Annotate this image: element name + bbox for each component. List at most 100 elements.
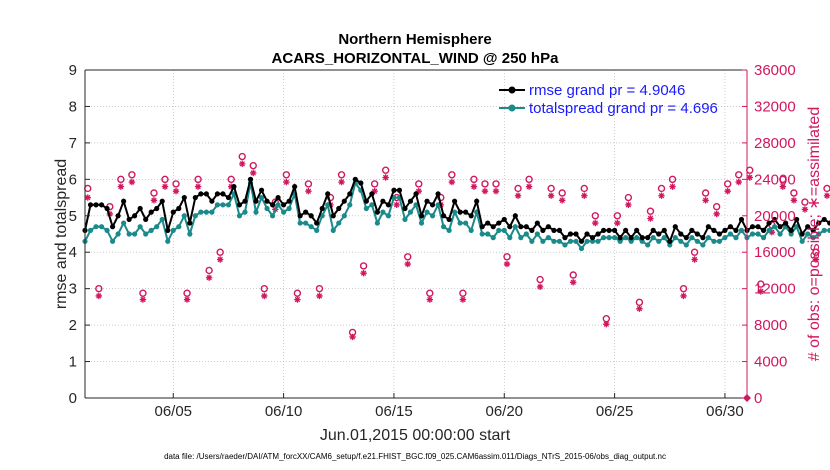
totalspread-point: [490, 235, 496, 241]
totalspread-point: [694, 238, 700, 244]
rmse-point: [589, 235, 596, 241]
rmse-point: [314, 220, 320, 226]
obs-assimilated-point: [448, 178, 456, 186]
totalspread-point: [275, 202, 281, 208]
obs-assimilated-point: [239, 160, 246, 168]
totalspread-point: [650, 235, 656, 241]
rmse-point: [463, 209, 469, 215]
obs-possible-point: [701, 189, 710, 197]
totalspread-point: [623, 235, 629, 241]
rmse-point: [584, 231, 590, 237]
rmse-point: [220, 191, 226, 197]
obs-assimilated-point: [194, 183, 202, 190]
rmse-point: [325, 191, 331, 197]
rmse-point: [628, 235, 634, 241]
rmse-point: [115, 213, 121, 219]
rmse-point: [479, 224, 485, 230]
obs-assimilated-point: [691, 256, 698, 263]
rmse-point: [264, 198, 270, 204]
rmse-point: [783, 220, 789, 226]
obs-possible-point: [503, 253, 511, 261]
totalspread-point: [518, 235, 524, 241]
totalspread-point: [827, 227, 830, 233]
obs-assimilated-point: [801, 206, 809, 213]
totalspread-point: [595, 238, 601, 244]
rmse-point: [534, 220, 540, 226]
obs-assimilated-point: [139, 296, 147, 303]
rmse-point: [689, 227, 695, 233]
rmse-point: [407, 198, 414, 204]
y2-tick-label: 20000: [754, 208, 796, 225]
obs-possible-point: [205, 266, 213, 275]
totalspread-point: [639, 238, 645, 244]
rmse-point: [187, 220, 193, 226]
obs-possible-point: [746, 166, 754, 174]
y2-zero-marker: [743, 394, 751, 402]
totalspread-point: [760, 235, 767, 241]
rmse-point: [363, 198, 369, 204]
obs-assimilated-point: [779, 183, 787, 190]
obs-possible-point: [492, 180, 500, 188]
obs-assimilated-point: [647, 215, 654, 222]
y-tick-label: 8: [69, 98, 77, 115]
rmse-point: [755, 224, 761, 230]
rmse-point: [109, 224, 116, 230]
obs-assimilated-point: [581, 192, 588, 199]
obs-possible-point: [646, 207, 655, 215]
obs-assimilated-point: [117, 183, 125, 190]
rmse-point: [137, 205, 143, 212]
x-tick-label: 06/30: [706, 403, 744, 420]
rmse-point: [805, 224, 811, 230]
chart-title: Northern Hemisphere: [338, 31, 491, 48]
obs-assimilated-point: [470, 183, 478, 190]
obs-assimilated-point: [338, 178, 345, 186]
totalspread-point: [683, 242, 689, 248]
obs-possible-point: [525, 175, 533, 184]
obs-possible-point: [459, 289, 467, 297]
rmse-point: [440, 213, 447, 219]
totalspread-point: [766, 227, 772, 233]
totalspread-point: [716, 238, 723, 244]
rmse-point: [159, 198, 165, 204]
rmse-point: [694, 231, 700, 237]
rmse-point: [424, 198, 430, 204]
rmse-point: [722, 227, 728, 233]
totalspread-point: [203, 209, 209, 215]
rmse-point: [93, 202, 99, 208]
obs-possible-point: [690, 248, 699, 256]
rmse-point: [209, 198, 215, 204]
plot-area: [85, 70, 747, 398]
totalspread-point: [617, 238, 623, 244]
obs-possible-point: [95, 284, 103, 293]
totalspread-point: [374, 220, 380, 226]
legend: rmse grand pr = 4.9046 totalspread grand…: [499, 82, 718, 117]
rmse-point: [413, 191, 419, 197]
rmse-point: [771, 216, 778, 223]
totalspread-point: [424, 209, 430, 215]
obs-possible-point: [249, 161, 257, 170]
rmse-point: [705, 224, 711, 230]
totalspread-point: [738, 227, 745, 233]
obs-possible-point: [712, 202, 721, 211]
totalspread-point: [523, 231, 529, 237]
obs-assimilated-point: [570, 279, 577, 286]
y-tick-label: 1: [69, 354, 77, 371]
rmse-point: [678, 231, 684, 237]
totalspread-point: [628, 238, 634, 244]
totalspread-point: [507, 235, 513, 241]
y-tick-label: 3: [69, 281, 77, 298]
totalspread-point: [667, 242, 673, 248]
x-tick-label: 06/05: [154, 403, 192, 420]
totalspread-point: [700, 242, 706, 248]
ticks: 06/05 06/10 06/15 06/20 06/25 06/30 0 1 2 3 4 5 6 7 8 9…: [69, 62, 796, 420]
rmse-point: [154, 205, 160, 212]
obs-assimilated-point: [768, 228, 776, 236]
totalspread-point: [159, 216, 165, 223]
rmse-point: [358, 180, 364, 186]
totalspread-point: [308, 224, 314, 230]
totalspread-point: [297, 220, 303, 226]
rmse-point: [501, 216, 507, 223]
obs-possible-point: [801, 198, 809, 206]
obs-possible-point: [481, 180, 489, 188]
rmse-point: [551, 227, 557, 233]
